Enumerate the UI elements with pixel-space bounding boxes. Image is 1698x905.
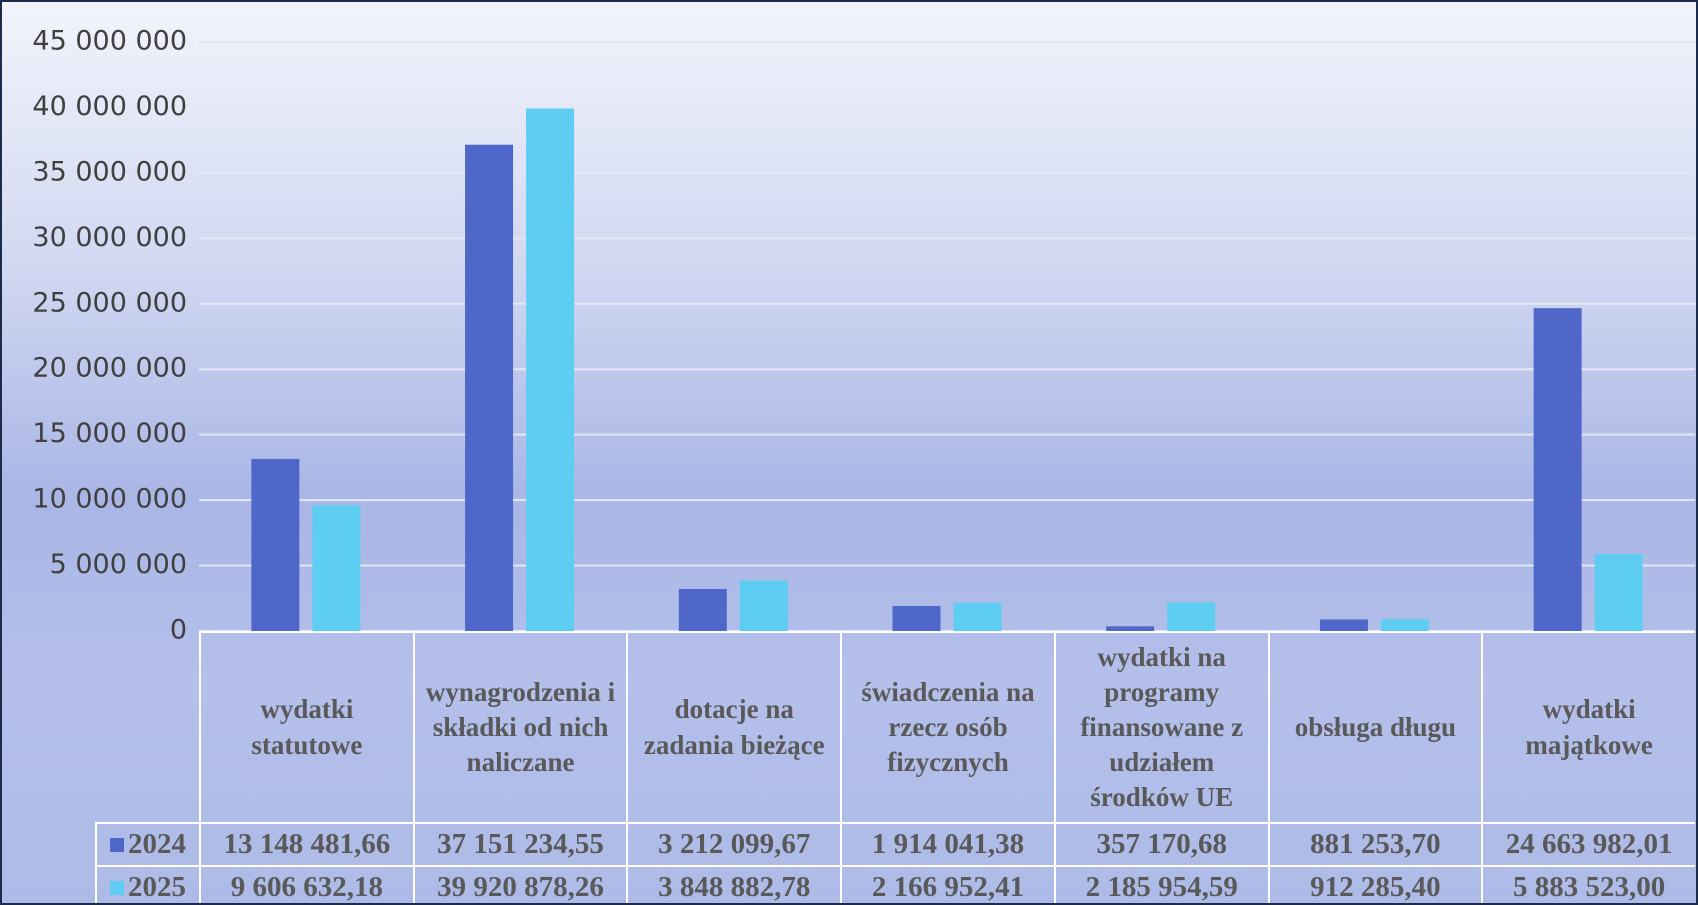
- value-label: 881 253,70: [1267, 822, 1482, 865]
- legend-item: 2025: [95, 865, 199, 904]
- bar: [1167, 602, 1216, 631]
- value-label-text: 912 285,40: [1310, 871, 1441, 904]
- value-label-text: 37 151 234,55: [437, 827, 604, 860]
- category-label: świadczenia na rzecz osób fizycznych: [840, 631, 1054, 822]
- category-label: dotacje na zadania bieżące: [626, 631, 841, 822]
- category-label: wydatki statutowe: [199, 631, 413, 822]
- bar: [1106, 626, 1155, 631]
- value-label: 13 148 481,66: [199, 822, 413, 865]
- value-label: 24 663 982,01: [1481, 822, 1695, 865]
- value-label-text: 13 148 481,66: [223, 827, 391, 860]
- bar: [678, 588, 727, 631]
- y-tick-label: 20 000 000: [32, 353, 187, 384]
- y-tick-label: 25 000 000: [32, 287, 187, 318]
- value-label: 357 170,68: [1053, 822, 1268, 865]
- value-label: 2 185 954,59: [1053, 865, 1268, 904]
- category-label-text: wydatki majątkowe: [1525, 694, 1653, 760]
- y-tick-label: 0: [170, 615, 187, 646]
- bar: [1594, 553, 1643, 631]
- value-label-text: 3 848 882,78: [658, 871, 811, 904]
- value-label-text: 2 185 954,59: [1085, 871, 1238, 904]
- value-label-text: 24 663 982,01: [1505, 827, 1673, 860]
- y-tick-label: 40 000 000: [32, 91, 187, 122]
- y-tick-label: 30 000 000: [32, 222, 187, 253]
- value-label: 9 606 632,18: [199, 865, 413, 904]
- bar: [1319, 619, 1368, 631]
- category-label: wynagrodzenia i składki od nich naliczan…: [412, 631, 627, 822]
- value-label-text: 357 170,68: [1096, 827, 1227, 860]
- category-label: wydatki na programy finansowane z udział…: [1053, 631, 1268, 822]
- bar: [739, 580, 788, 631]
- bar: [465, 144, 514, 631]
- value-label-text: 9 606 632,18: [230, 871, 383, 904]
- bar: [1380, 619, 1429, 631]
- y-tick-label: 35 000 000: [32, 156, 187, 187]
- bar: [312, 505, 361, 631]
- category-label-text: wydatki na programy finansowane z udział…: [1080, 641, 1244, 813]
- value-label: 37 151 234,55: [412, 822, 627, 865]
- legend-label: 2024: [128, 827, 186, 860]
- category-label-text: wynagrodzenia i składki od nich naliczan…: [425, 676, 616, 778]
- value-label-text: 39 920 878,26: [437, 871, 604, 904]
- bar: [251, 458, 300, 631]
- category-label-text: dotacje na zadania bieżące: [643, 694, 825, 760]
- y-tick-label: 45 000 000: [32, 26, 187, 57]
- category-label-text: świadczenia na rzecz osób fizycznych: [861, 676, 1035, 778]
- bar: [953, 602, 1002, 631]
- value-label: 912 285,40: [1267, 865, 1482, 904]
- bar: [892, 605, 941, 631]
- category-label: obsługa długu: [1267, 631, 1482, 822]
- value-label: 39 920 878,26: [412, 865, 627, 904]
- value-label: 5 883 523,00: [1481, 865, 1695, 904]
- value-label-text: 881 253,70: [1310, 827, 1441, 860]
- value-label: 3 212 099,67: [626, 822, 841, 865]
- bar: [1533, 308, 1582, 631]
- category-label-text: obsługa długu: [1294, 711, 1457, 742]
- legend-swatch: [110, 881, 124, 895]
- legend-item: 2024: [95, 822, 199, 865]
- category-label-text: wydatki statutowe: [251, 694, 363, 760]
- value-label-text: 2 166 952,41: [871, 871, 1025, 904]
- y-tick-label: 5 000 000: [50, 549, 187, 580]
- value-label-text: 3 212 099,67: [658, 827, 811, 860]
- y-tick-label: 15 000 000: [32, 418, 187, 449]
- value-label-text: 5 883 523,00: [1513, 871, 1666, 904]
- value-label: 1 914 041,38: [840, 822, 1054, 865]
- value-label-text: 1 914 041,38: [871, 827, 1025, 860]
- y-tick-label: 10 000 000: [32, 484, 187, 515]
- value-label: 3 848 882,78: [626, 865, 841, 904]
- legend-swatch: [110, 837, 124, 852]
- legend-label: 2025: [128, 871, 186, 904]
- category-label: wydatki majątkowe: [1481, 631, 1695, 822]
- value-label: 2 166 952,41: [840, 865, 1054, 904]
- bar: [526, 108, 575, 632]
